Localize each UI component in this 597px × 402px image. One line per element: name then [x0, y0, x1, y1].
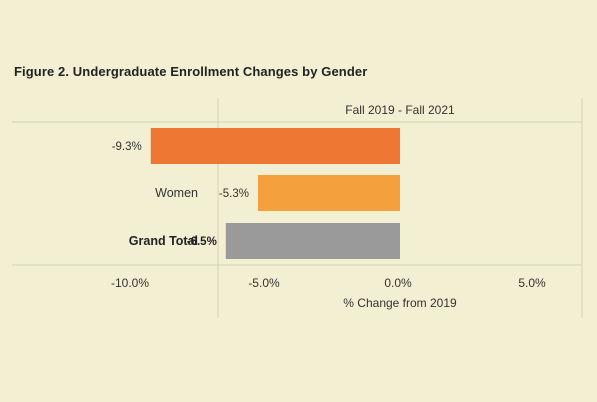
bar	[150, 128, 400, 164]
tick-label: -10.0%	[111, 276, 149, 290]
tick-label: 0.0%	[384, 276, 412, 290]
value-label: -9.3%	[112, 141, 142, 153]
bar	[225, 223, 400, 259]
category-label: Grand Total	[129, 234, 198, 248]
chart-title: Figure 2. Undergraduate Enrollment Chang…	[14, 64, 368, 79]
value-label: -5.3%	[219, 188, 249, 200]
category-label: Women	[155, 186, 198, 200]
bars	[150, 128, 400, 259]
chart-frame	[12, 98, 583, 318]
column-header: Fall 2019 - Fall 2021	[345, 103, 455, 117]
bar	[257, 175, 400, 211]
tick-labels: -10.0%-5.0%0.0%5.0%10.0%15.0%	[111, 276, 546, 290]
x-axis-title: % Change from 2019	[343, 296, 457, 310]
value-label: -6.5%	[187, 236, 217, 248]
value-labels: -9.3% -5.3% -6.5%	[112, 141, 249, 248]
tick-label: 5.0%	[518, 276, 546, 290]
tick-label: -5.0%	[248, 276, 280, 290]
